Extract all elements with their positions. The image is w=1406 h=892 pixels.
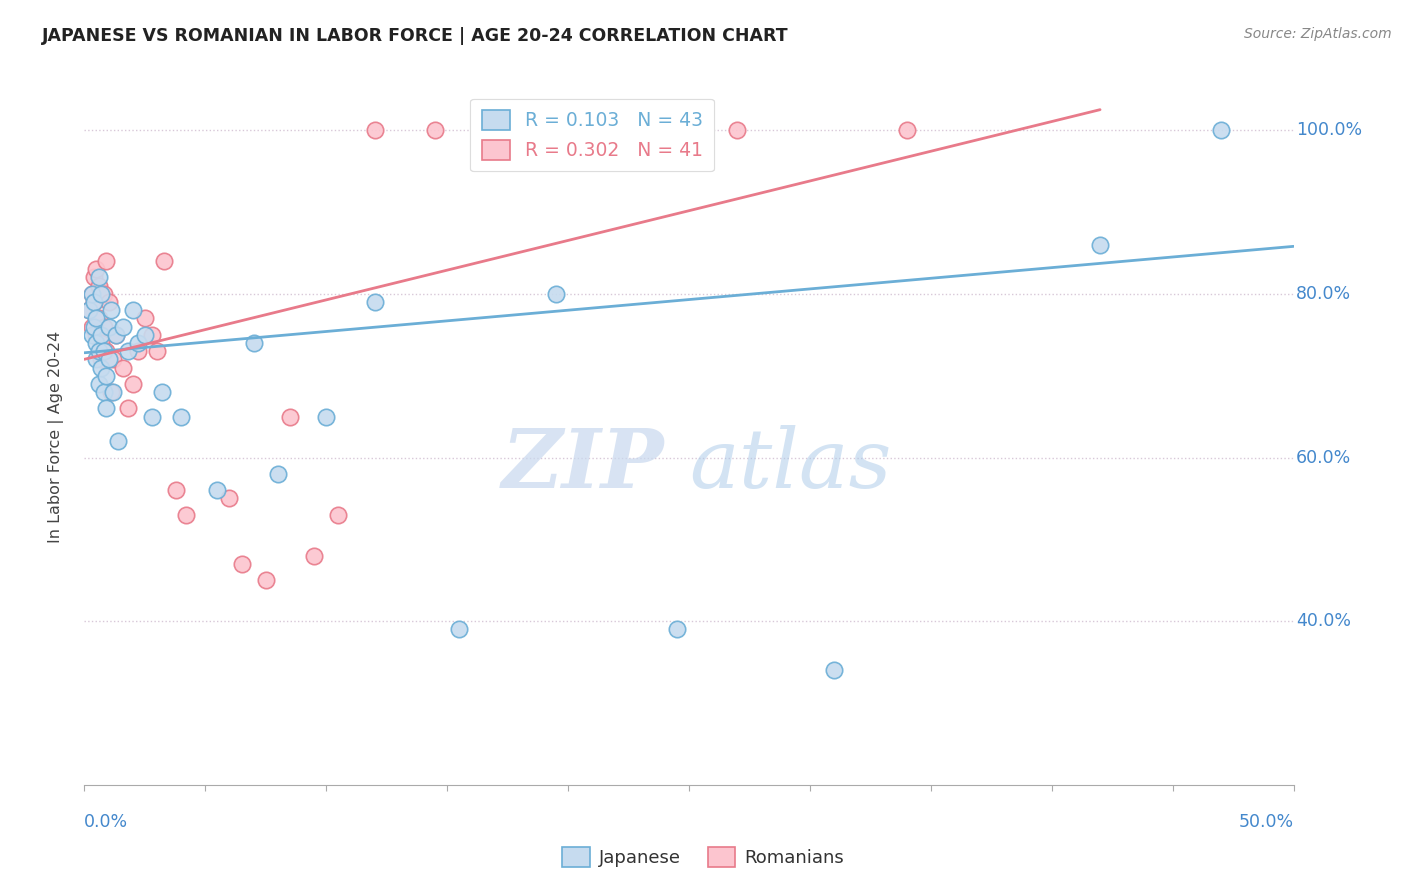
Point — [83, 295, 105, 310]
Point — [423, 123, 446, 137]
Point — [90, 327, 112, 342]
Point — [83, 319, 105, 334]
Point — [363, 123, 385, 137]
Point — [103, 385, 125, 400]
Point — [107, 434, 129, 449]
Text: atlas: atlas — [689, 425, 891, 505]
Point — [896, 123, 918, 137]
Point — [104, 327, 127, 342]
Point — [87, 344, 110, 359]
Point — [103, 352, 125, 367]
Point — [86, 335, 108, 350]
Point — [90, 360, 112, 375]
Point — [83, 295, 105, 310]
Point — [83, 270, 105, 285]
Point — [112, 360, 135, 375]
Point — [86, 352, 108, 367]
Point — [315, 409, 337, 424]
Point — [174, 508, 197, 522]
Point — [100, 303, 122, 318]
Point — [100, 385, 122, 400]
Point — [165, 483, 187, 498]
Point — [90, 286, 112, 301]
Point — [93, 319, 115, 334]
Point — [112, 319, 135, 334]
Point — [86, 311, 108, 326]
Text: 0.0%: 0.0% — [84, 813, 128, 830]
Point — [90, 335, 112, 350]
Point — [581, 123, 603, 137]
Point — [77, 303, 100, 318]
Point — [141, 409, 163, 424]
Point — [87, 278, 110, 293]
Point — [218, 491, 240, 506]
Text: 100.0%: 100.0% — [1296, 121, 1362, 139]
Point — [87, 311, 110, 326]
Legend: R = 0.103   N = 43, R = 0.302   N = 41: R = 0.103 N = 43, R = 0.302 N = 41 — [471, 99, 714, 171]
Point — [86, 262, 108, 277]
Point — [117, 401, 139, 416]
Point — [170, 409, 193, 424]
Point — [77, 303, 100, 318]
Point — [544, 286, 567, 301]
Point — [127, 335, 149, 350]
Text: ZIP: ZIP — [502, 425, 665, 505]
Point — [328, 508, 350, 522]
Point — [93, 286, 115, 301]
Point — [94, 344, 117, 359]
Point — [665, 623, 688, 637]
Point — [278, 409, 301, 424]
Point — [146, 344, 169, 359]
Point — [484, 123, 506, 137]
Text: JAPANESE VS ROMANIAN IN LABOR FORCE | AGE 20-24 CORRELATION CHART: JAPANESE VS ROMANIAN IN LABOR FORCE | AG… — [42, 27, 789, 45]
Text: 80.0%: 80.0% — [1296, 285, 1351, 303]
Point — [207, 483, 229, 498]
Point — [363, 295, 385, 310]
Legend: Japanese, Romanians: Japanese, Romanians — [555, 839, 851, 874]
Point — [153, 254, 176, 268]
Point — [94, 254, 117, 268]
Point — [94, 368, 117, 383]
Point — [97, 319, 120, 334]
Point — [93, 385, 115, 400]
Point — [231, 557, 253, 571]
Point — [97, 352, 120, 367]
Point — [134, 327, 156, 342]
Point — [97, 295, 120, 310]
Point — [823, 664, 845, 678]
Point — [86, 327, 108, 342]
Point — [267, 467, 290, 481]
Point — [150, 385, 173, 400]
Text: 40.0%: 40.0% — [1296, 612, 1351, 631]
Point — [104, 327, 127, 342]
Point — [87, 376, 110, 391]
Point — [302, 549, 325, 563]
Point — [93, 344, 115, 359]
Point — [94, 401, 117, 416]
Point — [80, 286, 103, 301]
Point — [121, 376, 143, 391]
Y-axis label: In Labor Force | Age 20-24: In Labor Force | Age 20-24 — [48, 331, 63, 543]
Point — [1088, 237, 1111, 252]
Point — [127, 344, 149, 359]
Text: 50.0%: 50.0% — [1239, 813, 1294, 830]
Point — [90, 352, 112, 367]
Text: Source: ZipAtlas.com: Source: ZipAtlas.com — [1244, 27, 1392, 41]
Point — [117, 344, 139, 359]
Point — [80, 286, 103, 301]
Text: 60.0%: 60.0% — [1296, 449, 1351, 467]
Point — [80, 319, 103, 334]
Point — [1209, 123, 1232, 137]
Point — [87, 270, 110, 285]
Point — [134, 311, 156, 326]
Point — [121, 303, 143, 318]
Point — [449, 623, 471, 637]
Point — [725, 123, 748, 137]
Point — [254, 574, 277, 588]
Point — [141, 327, 163, 342]
Point — [80, 327, 103, 342]
Point — [242, 335, 264, 350]
